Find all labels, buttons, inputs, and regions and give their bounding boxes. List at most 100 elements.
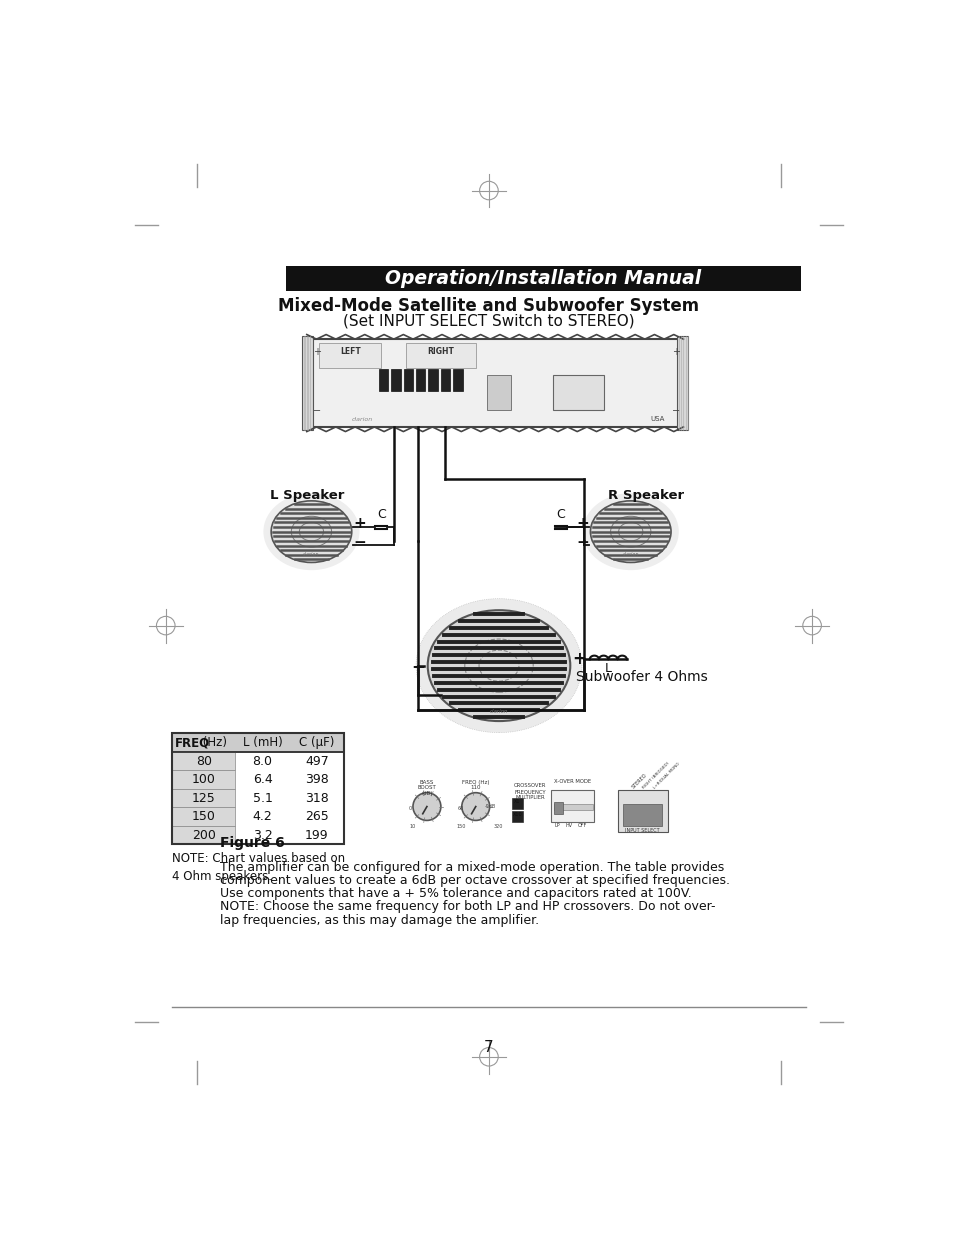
Text: clarion: clarion [622,552,639,557]
Text: +: + [313,347,320,357]
Text: 4.2: 4.2 [253,810,273,823]
Bar [416,369,425,390]
Text: Use components that have a + 5% tolerance and capacitors rated at 100V.: Use components that have a + 5% toleranc… [220,888,691,900]
Text: BASS
BOOST
(dB): BASS BOOST (dB) [417,779,436,797]
Text: clarion: clarion [489,709,508,714]
Text: 320: 320 [493,824,502,829]
Text: X-OVER MODE: X-OVER MODE [554,779,591,784]
Text: +: + [576,516,588,531]
Text: USA: USA [650,416,664,422]
Text: Subwoofer 4 Ohms: Subwoofer 4 Ohms [576,671,707,684]
Text: 0: 0 [408,806,411,811]
Text: NOTE: Choose the same frequency for both LP and HP crossovers. Do not over-: NOTE: Choose the same frequency for both… [220,900,715,914]
Text: LEFT: LEFT [339,347,360,356]
Text: Mixed-Mode Satellite and Subwoofer System: Mixed-Mode Satellite and Subwoofer Syste… [278,298,699,315]
Text: FREQ: FREQ [174,736,210,750]
Text: 8.0: 8.0 [253,755,273,768]
Bar [550,789,594,823]
Text: 60: 60 [457,806,464,811]
Text: STEREO: STEREO [630,773,647,790]
Text: Figure 6: Figure 6 [220,836,284,851]
Text: INPUT SELECT: INPUT SELECT [624,827,659,832]
Bar [487,375,510,410]
Text: 318: 318 [305,792,329,804]
Bar [622,804,661,826]
Text: HV: HV [565,824,573,829]
Text: L: L [604,662,611,674]
Ellipse shape [610,516,650,547]
Bar [453,369,462,390]
Bar [512,798,522,809]
Bar [554,802,562,814]
Text: C: C [556,508,565,521]
Bar [403,369,413,390]
Text: CROSSOVER
FREQUENCY
MULTIPLIER: CROSSOVER FREQUENCY MULTIPLIER [514,783,546,800]
Text: L (mH): L (mH) [242,736,282,750]
Text: L+R/DUAL MONO: L+R/DUAL MONO [652,762,679,790]
Bar [391,369,400,390]
Ellipse shape [427,610,570,721]
Text: +: + [572,651,586,668]
Text: (Hz): (Hz) [199,736,227,750]
Text: 497: 497 [305,755,329,768]
Ellipse shape [618,522,642,541]
Bar [617,789,667,832]
Text: (Set INPUT SELECT Switch to STEREO): (Set INPUT SELECT Switch to STEREO) [343,314,634,329]
Text: 199: 199 [305,829,329,841]
Text: X10: X10 [513,811,522,816]
Text: 200: 200 [192,829,215,841]
Ellipse shape [291,516,332,547]
Text: L Speaker: L Speaker [270,489,344,501]
Bar [172,734,344,752]
Text: C: C [376,508,385,521]
Bar [553,375,603,410]
Ellipse shape [582,493,679,571]
Text: OFF: OFF [577,824,586,829]
Ellipse shape [416,599,581,732]
Text: 125: 125 [192,792,215,804]
Ellipse shape [263,493,359,571]
Text: 10: 10 [410,824,416,829]
Text: −: − [353,535,366,550]
Bar [172,771,235,789]
Text: 7: 7 [483,1040,494,1055]
Bar [307,340,682,427]
Text: X1: X1 [514,799,520,804]
Text: 150: 150 [456,824,465,829]
Bar [172,734,344,845]
Text: 5.1: 5.1 [253,792,273,804]
Text: 265: 265 [305,810,329,823]
Circle shape [461,793,489,820]
Text: −: − [411,657,425,674]
Bar [378,369,388,390]
Text: 100: 100 [192,773,215,787]
Text: 80: 80 [195,755,212,768]
Text: RIGHT (BRIDGED): RIGHT (BRIDGED) [641,762,670,790]
Text: 3.2: 3.2 [253,829,273,841]
Text: −: − [671,406,679,416]
Bar [286,266,801,290]
Text: 150: 150 [192,810,215,823]
Bar [319,343,381,368]
Text: R Speaker: R Speaker [608,489,683,501]
Bar [172,808,235,826]
Text: 6.4: 6.4 [253,773,273,787]
Text: FREQ (Hz)
110: FREQ (Hz) 110 [461,779,489,790]
Bar [428,369,437,390]
Text: Operation/Installation Manual: Operation/Installation Manual [385,269,700,288]
Text: clarion: clarion [303,552,319,557]
Bar [406,343,476,368]
Text: clarion: clarion [352,416,373,422]
Ellipse shape [271,501,352,562]
Ellipse shape [299,522,323,541]
Text: component values to create a 6dB per octave crossover at specified frequencies.: component values to create a 6dB per oct… [220,874,729,887]
Bar [677,336,687,430]
Ellipse shape [590,501,670,562]
Bar [440,369,450,390]
Bar [512,811,522,823]
Bar [172,789,235,808]
Text: +: + [353,516,366,531]
Text: −: − [576,535,588,550]
Text: LP: LP [554,824,559,829]
Text: RIGHT: RIGHT [427,347,454,356]
